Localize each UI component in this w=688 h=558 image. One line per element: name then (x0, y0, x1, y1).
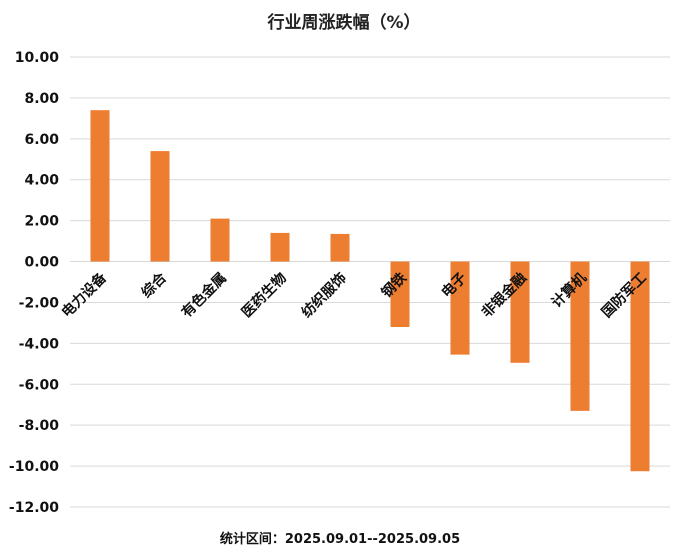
x-tick-label: 有色金属 (178, 269, 230, 321)
x-tick-label: 综合 (138, 269, 171, 302)
x-tick-label: 纺织服饰 (298, 269, 350, 321)
bar-0 (90, 110, 110, 262)
y-axis-ticks: 10.00 8.00 6.00 4.00 2.00 0.00 -2.00 -4.00 -6.00… (9, 50, 59, 516)
bar-5 (390, 261, 410, 327)
x-tick-label: 医药生物 (238, 269, 290, 321)
y-tick-label: -2.00 (19, 295, 60, 311)
bar-1 (150, 151, 170, 262)
bar-8 (570, 261, 590, 411)
y-tick-label: -4.00 (19, 336, 60, 352)
y-tick-label: 2.00 (24, 214, 59, 230)
y-tick-label: 0.00 (24, 255, 59, 271)
y-tick-label: 4.00 (24, 173, 59, 189)
bar-9 (630, 261, 650, 472)
bar-3 (270, 232, 290, 262)
gridlines (70, 56, 670, 508)
y-tick-label: -6.00 (19, 377, 60, 393)
y-tick-label: 10.00 (15, 50, 60, 66)
bars (90, 110, 650, 472)
bar-4 (330, 233, 350, 262)
y-tick-label: -12.00 (9, 500, 59, 516)
chart-title: 行业周涨跌幅（%） (266, 12, 420, 33)
y-tick-label: -8.00 (19, 418, 60, 434)
statistics-period-note: 统计区间：2025.09.01--2025.09.05 (220, 531, 460, 547)
y-tick-label: 6.00 (24, 132, 59, 148)
bar-7 (510, 261, 530, 363)
y-tick-label: 8.00 (24, 91, 59, 107)
x-axis-category-labels: 电力设备 综合 有色金属 医药生物 纺织服饰 钢铁 电子 非银金融 计算机 国防军工 (58, 269, 650, 321)
bar-6 (450, 261, 470, 355)
y-tick-label: -10.00 (9, 459, 59, 475)
bar-2 (210, 218, 230, 262)
x-tick-label: 电力设备 (58, 269, 110, 321)
